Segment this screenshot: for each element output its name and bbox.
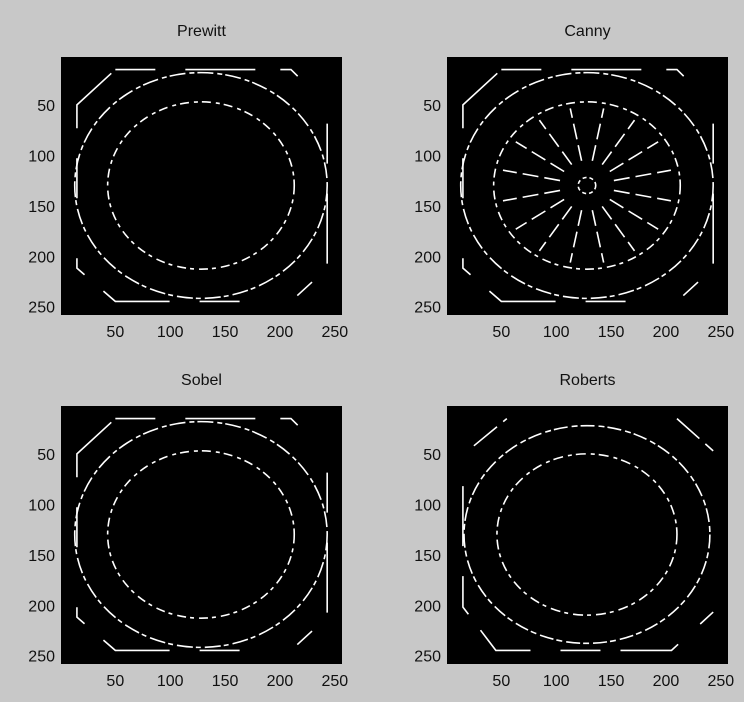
y-tick-label: 250: [28, 649, 55, 666]
x-tick-label: 100: [157, 673, 184, 690]
x-tick-label: 250: [322, 673, 349, 690]
axes-title: Prewitt: [177, 23, 226, 40]
x-tick-label: 150: [598, 673, 625, 690]
y-tick-label: 50: [423, 98, 441, 115]
x-tick-label: 200: [653, 673, 680, 690]
y-tick-label: 200: [28, 249, 55, 266]
x-tick-label: 250: [322, 324, 349, 341]
x-tick-label: 50: [492, 673, 510, 690]
x-tick-label: 200: [267, 324, 294, 341]
x-tick-label: 50: [106, 324, 124, 341]
figure: Prewitt 50 100 150 200 250 50 100 150 200 250 Canny…: [0, 0, 744, 702]
x-tick-label: 50: [106, 673, 124, 690]
y-tick-label: 250: [414, 649, 441, 666]
y-tick-label: 50: [423, 447, 441, 464]
y-tick-label: 250: [414, 300, 441, 317]
y-tick-label: 150: [28, 199, 55, 216]
x-tick-label: 100: [157, 324, 184, 341]
x-tick-label: 250: [708, 673, 735, 690]
x-tick-label: 100: [543, 673, 570, 690]
image-background: [447, 406, 728, 664]
y-tick-label: 200: [28, 598, 55, 615]
x-tick-label: 200: [653, 324, 680, 341]
y-tick-label: 150: [28, 548, 55, 565]
y-tick-label: 100: [414, 148, 441, 165]
x-tick-label: 150: [212, 324, 239, 341]
image-background: [447, 57, 728, 315]
y-tick-label: 100: [28, 148, 55, 165]
axes-title: Canny: [564, 23, 610, 40]
axes-title: Sobel: [181, 372, 222, 389]
axes-title: Roberts: [559, 372, 615, 389]
y-tick-label: 250: [28, 300, 55, 317]
x-tick-label: 50: [492, 324, 510, 341]
y-tick-label: 50: [37, 447, 55, 464]
x-tick-label: 100: [543, 324, 570, 341]
image-background: [61, 406, 342, 664]
y-tick-label: 200: [414, 598, 441, 615]
y-tick-label: 100: [28, 497, 55, 514]
y-tick-label: 150: [414, 199, 441, 216]
image-background: [61, 57, 342, 315]
y-tick-label: 200: [414, 249, 441, 266]
x-tick-label: 150: [212, 673, 239, 690]
x-tick-label: 200: [267, 673, 294, 690]
y-tick-label: 50: [37, 98, 55, 115]
y-tick-label: 100: [414, 497, 441, 514]
x-tick-label: 250: [708, 324, 735, 341]
x-tick-label: 150: [598, 324, 625, 341]
y-tick-label: 150: [414, 548, 441, 565]
